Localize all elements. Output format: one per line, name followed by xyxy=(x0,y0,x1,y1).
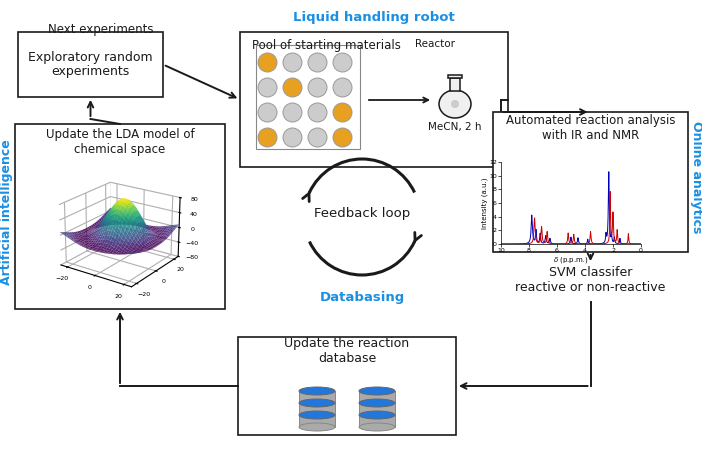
Ellipse shape xyxy=(299,387,335,395)
Ellipse shape xyxy=(299,411,335,419)
Text: Update the reaction
database: Update the reaction database xyxy=(284,337,409,365)
Text: Liquid handling robot: Liquid handling robot xyxy=(293,11,455,24)
Text: SVM classifer
reactive or non-reactive: SVM classifer reactive or non-reactive xyxy=(515,266,665,294)
Bar xyxy=(18,32,163,97)
Circle shape xyxy=(308,78,327,97)
Bar xyxy=(359,415,395,427)
Bar xyxy=(450,78,460,91)
Text: MeCN, 2 h: MeCN, 2 h xyxy=(428,122,482,132)
Circle shape xyxy=(333,128,352,147)
Text: Online analytics: Online analytics xyxy=(689,121,702,233)
Text: Automated reaction analysis
with IR and NMR: Automated reaction analysis with IR and … xyxy=(505,114,675,142)
Circle shape xyxy=(283,103,302,122)
Circle shape xyxy=(258,103,277,122)
Circle shape xyxy=(258,78,277,97)
Bar xyxy=(299,415,335,427)
Circle shape xyxy=(308,128,327,147)
Bar xyxy=(359,391,395,403)
Circle shape xyxy=(258,53,277,72)
Text: Databasing: Databasing xyxy=(319,290,404,304)
Circle shape xyxy=(308,103,327,122)
Text: Reactor: Reactor xyxy=(415,39,455,49)
Bar xyxy=(299,391,335,403)
Circle shape xyxy=(451,100,459,108)
Bar xyxy=(299,403,335,415)
Bar xyxy=(15,124,225,309)
Circle shape xyxy=(283,128,302,147)
Ellipse shape xyxy=(359,399,395,407)
Circle shape xyxy=(333,103,352,122)
Circle shape xyxy=(333,78,352,97)
Bar xyxy=(256,45,360,149)
Text: Update the LDA model of
chemical space: Update the LDA model of chemical space xyxy=(46,128,194,156)
Ellipse shape xyxy=(359,411,395,419)
Ellipse shape xyxy=(359,387,395,395)
Circle shape xyxy=(308,53,327,72)
Bar xyxy=(240,32,508,167)
Text: Feedback loop: Feedback loop xyxy=(314,206,410,219)
Text: Next experiments: Next experiments xyxy=(48,23,153,36)
Circle shape xyxy=(283,53,302,72)
Y-axis label: Intensity (a.u.): Intensity (a.u.) xyxy=(481,177,488,229)
Circle shape xyxy=(283,78,302,97)
Circle shape xyxy=(333,53,352,72)
Bar xyxy=(493,112,688,252)
Text: Artificial intelligence: Artificial intelligence xyxy=(1,139,13,285)
Text: Exploratory random
experiments: Exploratory random experiments xyxy=(28,50,153,78)
Circle shape xyxy=(258,128,277,147)
Bar xyxy=(238,337,456,435)
Ellipse shape xyxy=(359,423,395,431)
Bar xyxy=(448,75,462,78)
Bar xyxy=(359,403,395,415)
X-axis label: $\delta$ (p.p.m.): $\delta$ (p.p.m.) xyxy=(553,255,589,265)
Ellipse shape xyxy=(299,423,335,431)
Ellipse shape xyxy=(439,90,471,118)
Text: Pool of starting materials: Pool of starting materials xyxy=(252,40,401,52)
Ellipse shape xyxy=(299,399,335,407)
